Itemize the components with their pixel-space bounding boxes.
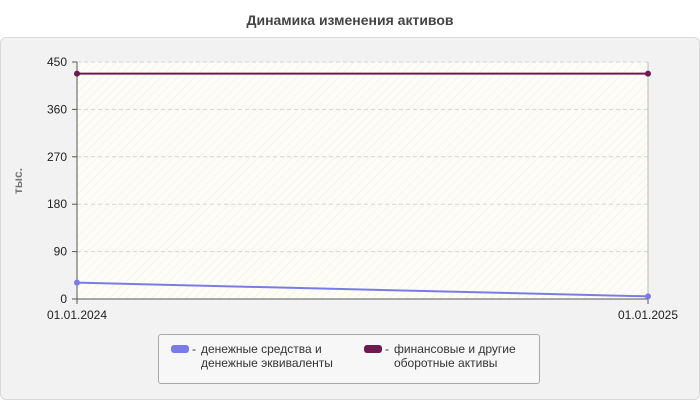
legend-label-cash: денежные средства и денежные эквиваленты — [201, 342, 333, 370]
legend-dash: - — [385, 342, 389, 356]
x-tick-label: 01.01.2025 — [618, 308, 678, 322]
series-line-0 — [76, 281, 649, 298]
y-tick-label: 360 — [47, 102, 67, 116]
y-tick-label: 450 — [47, 55, 67, 69]
legend-swatch-cash — [171, 345, 189, 353]
y-tick-label: 0 — [60, 292, 67, 306]
data-point — [74, 70, 80, 77]
legend-label-financial: финансовые и другие оборотные активы — [394, 342, 516, 370]
legend: - денежные средства и денежные эквивален… — [158, 334, 540, 384]
data-point — [74, 279, 80, 286]
legend-swatch-financial — [364, 345, 382, 353]
y-tick-label: 180 — [47, 197, 67, 211]
chart-title: Динамика изменения активов — [246, 12, 454, 28]
data-point — [645, 70, 651, 77]
y-tick-label: 90 — [54, 245, 68, 259]
plot-area — [77, 62, 648, 299]
x-tick-label: 01.01.2024 — [47, 308, 107, 322]
y-axis-label: тыс. — [11, 168, 25, 194]
legend-dash: - — [192, 342, 196, 356]
y-tick-label: 270 — [47, 150, 67, 164]
data-point — [645, 293, 651, 300]
